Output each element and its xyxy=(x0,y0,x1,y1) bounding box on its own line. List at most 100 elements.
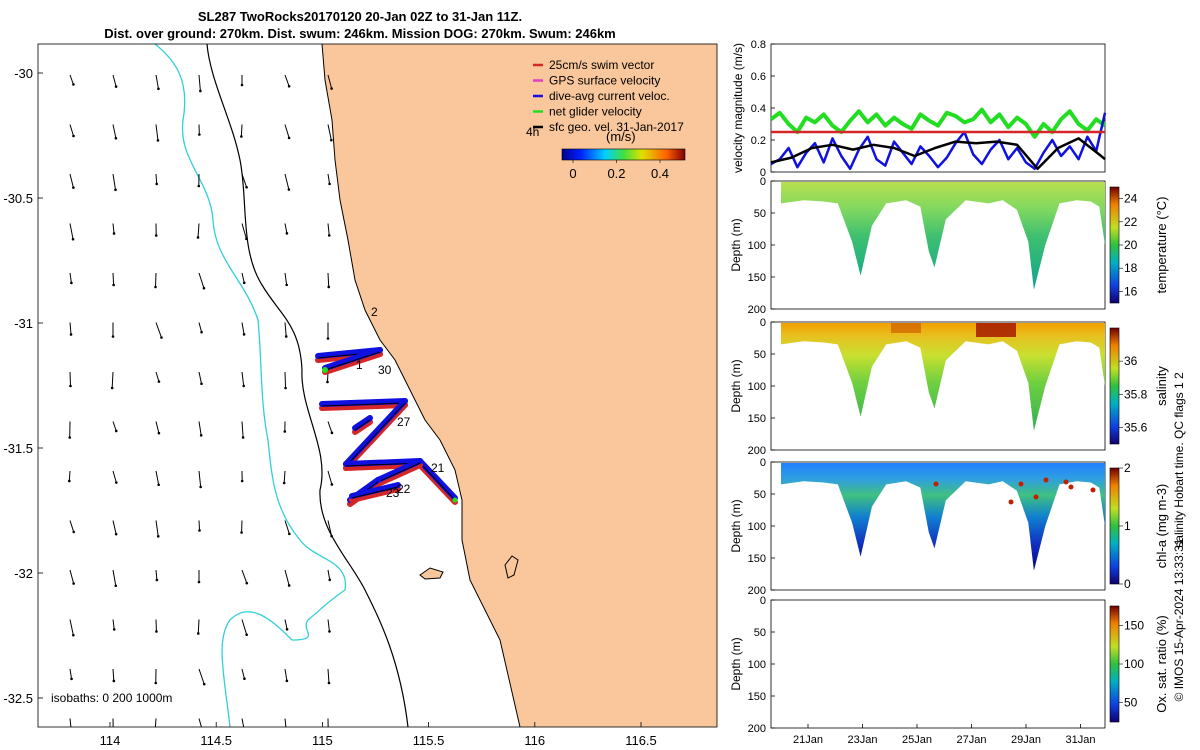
velocity-arrow-head xyxy=(69,384,72,388)
profile-panel: 0 50 100 150 200 Depth (m) 16 18 20 22 24 temperatu… xyxy=(729,176,1169,316)
velocity-arrow-head xyxy=(285,731,288,734)
velocity-arrow-head xyxy=(112,628,116,631)
velocity-arrow-head xyxy=(154,285,157,289)
glider-path xyxy=(351,486,399,499)
velocity-arrow xyxy=(155,569,158,581)
velocity-ytick-label: 0.8 xyxy=(751,39,766,51)
day-label: 2 xyxy=(371,305,378,319)
lon-tick-label: 115 xyxy=(312,733,333,748)
series-net-glider-velocity xyxy=(769,107,1107,139)
velocity-ytick-label: 0 xyxy=(760,167,766,179)
salinity-high-patch xyxy=(891,323,921,333)
velocity-arrow xyxy=(197,619,200,634)
velocity-arrow xyxy=(155,520,159,537)
velocity-arrow xyxy=(112,173,116,190)
velocity-arrow-head xyxy=(285,679,289,683)
velocity-arrow-head xyxy=(240,83,244,87)
velocity-arrow xyxy=(155,421,160,434)
velocity-arrow-head xyxy=(198,529,201,532)
profile-plot-area xyxy=(770,599,1106,729)
lat-tick-label: -30.5 xyxy=(3,191,33,206)
velocity-arrow-head xyxy=(72,83,75,86)
velocity-arrow xyxy=(284,668,288,681)
depth-tick-label: 200 xyxy=(748,304,766,316)
velocity-arrow-head xyxy=(72,530,76,534)
time-tick-label: 25Jan xyxy=(902,734,932,746)
time-tick-label: 29Jan xyxy=(1011,734,1041,746)
velocity-arrow-head xyxy=(328,578,332,582)
velocity-arrow-head xyxy=(202,682,206,686)
velocity-arrow-head xyxy=(243,677,246,681)
speed-colorbar xyxy=(561,148,686,161)
profile-panel: 0 50 100 150 200 Depth (m) 35.6 35.8 36 salinity xyxy=(729,317,1169,457)
profile-section-fill xyxy=(781,323,1105,431)
velocity-arrow-head xyxy=(197,184,201,188)
velocity-arrow-head xyxy=(160,336,163,339)
colorbar-label: salinity xyxy=(1154,366,1169,406)
profile-colorbar xyxy=(1109,467,1120,585)
profile-colorbar xyxy=(1109,327,1120,445)
velocity-arrow xyxy=(327,470,333,485)
colorbar-tick-label: 100 xyxy=(1124,657,1144,671)
map-axis-ticks: 114 114.5 115 115.5 116 116.5 -30 -30.5 -31 -31.5… xyxy=(3,66,656,748)
velocity-arrow xyxy=(327,619,330,632)
chart-title-line2: Dist. over ground: 270km. Dist. swum: 24… xyxy=(104,26,616,41)
time-tick-label: 27Jan xyxy=(957,734,987,746)
day-label: 23 xyxy=(386,486,400,500)
qc-flags-text: salinity Hobart time. QC flags 1 2 xyxy=(1172,372,1186,548)
velocity-ytick-label: 0.4 xyxy=(751,103,766,115)
velocity-arrow xyxy=(155,322,162,338)
depth-tick-label: 150 xyxy=(748,553,766,565)
velocity-arrow-head xyxy=(199,434,203,437)
velocity-arrow xyxy=(69,272,72,283)
velocity-arrow-head xyxy=(287,84,291,88)
colorbar-tick-label: 0 xyxy=(1124,577,1131,591)
lat-tick-label: -32.5 xyxy=(3,691,33,706)
velocity-arrow-head xyxy=(154,234,158,237)
velocity-arrow xyxy=(198,322,203,333)
colorbar-tick-label: 36 xyxy=(1124,354,1138,368)
velocity-arrow-head xyxy=(285,627,289,631)
velocity-arrow-head xyxy=(157,431,161,435)
chl-high-spot xyxy=(1063,479,1069,485)
time-tick-label: 23Jan xyxy=(848,734,878,746)
colorbar-tick-label: 0.4 xyxy=(651,166,669,181)
velocity-arrow xyxy=(327,421,333,434)
speed-colorbar-ticks: 0 0.2 0.4 xyxy=(569,160,669,181)
glider-path xyxy=(324,351,381,371)
colorbar-label: chl-a (mg m-3) xyxy=(1154,484,1169,569)
lon-tick-label: 114 xyxy=(100,733,121,748)
legend-entry: GPS surface velocity xyxy=(549,74,660,88)
velocity-arrow-head xyxy=(285,232,289,235)
depth-tick-label: 50 xyxy=(754,208,766,220)
current-velocity-track xyxy=(319,398,408,407)
series-dive-avg-current-veloc- xyxy=(770,112,1107,171)
glider-start-marker xyxy=(452,497,458,503)
depth-tick-label: 100 xyxy=(748,240,766,252)
velocity-arrow-head xyxy=(241,436,245,439)
velocity-arrow xyxy=(241,272,245,283)
velocity-arrow xyxy=(112,272,115,286)
velocity-arrow xyxy=(241,619,248,635)
day-label: 1 xyxy=(356,358,363,372)
profile-colorbar xyxy=(1109,186,1120,304)
velocity-arrow-head xyxy=(245,185,248,189)
velocity-arrow-head xyxy=(285,283,288,287)
colorbar-tick-label: 0 xyxy=(569,166,576,181)
time-tick-label: 21Jan xyxy=(793,734,823,746)
velocity-arrow-head xyxy=(284,335,288,338)
velocity-arrow xyxy=(284,173,290,190)
velocity-arrow xyxy=(241,173,248,188)
velocity-arrow xyxy=(198,668,205,685)
velocity-arrow xyxy=(112,569,117,586)
velocity-arrow xyxy=(283,470,286,484)
velocity-ylabel: velocity magnitude (m/s) xyxy=(731,43,745,173)
velocity-arrow-head xyxy=(112,283,115,287)
current-velocity-track xyxy=(322,347,383,371)
lon-tick-label: 114.5 xyxy=(200,733,232,748)
velocity-arrow-head xyxy=(155,182,158,186)
depth-tick-label: 0 xyxy=(760,176,766,188)
velocity-arrow-head xyxy=(70,677,73,681)
velocity-arrow-head xyxy=(114,188,117,192)
